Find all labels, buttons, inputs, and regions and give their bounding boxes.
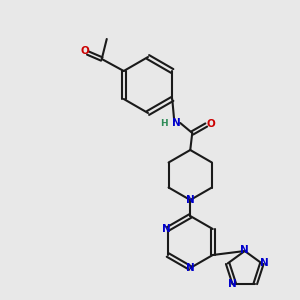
- Text: N: N: [186, 263, 195, 273]
- Text: N: N: [172, 118, 181, 128]
- Text: O: O: [80, 46, 89, 56]
- Text: H: H: [160, 118, 168, 127]
- Text: N: N: [162, 224, 171, 234]
- Text: N: N: [228, 279, 237, 289]
- Text: O: O: [207, 119, 216, 129]
- Text: N: N: [240, 245, 249, 255]
- Text: N: N: [186, 195, 195, 205]
- Text: N: N: [260, 258, 268, 268]
